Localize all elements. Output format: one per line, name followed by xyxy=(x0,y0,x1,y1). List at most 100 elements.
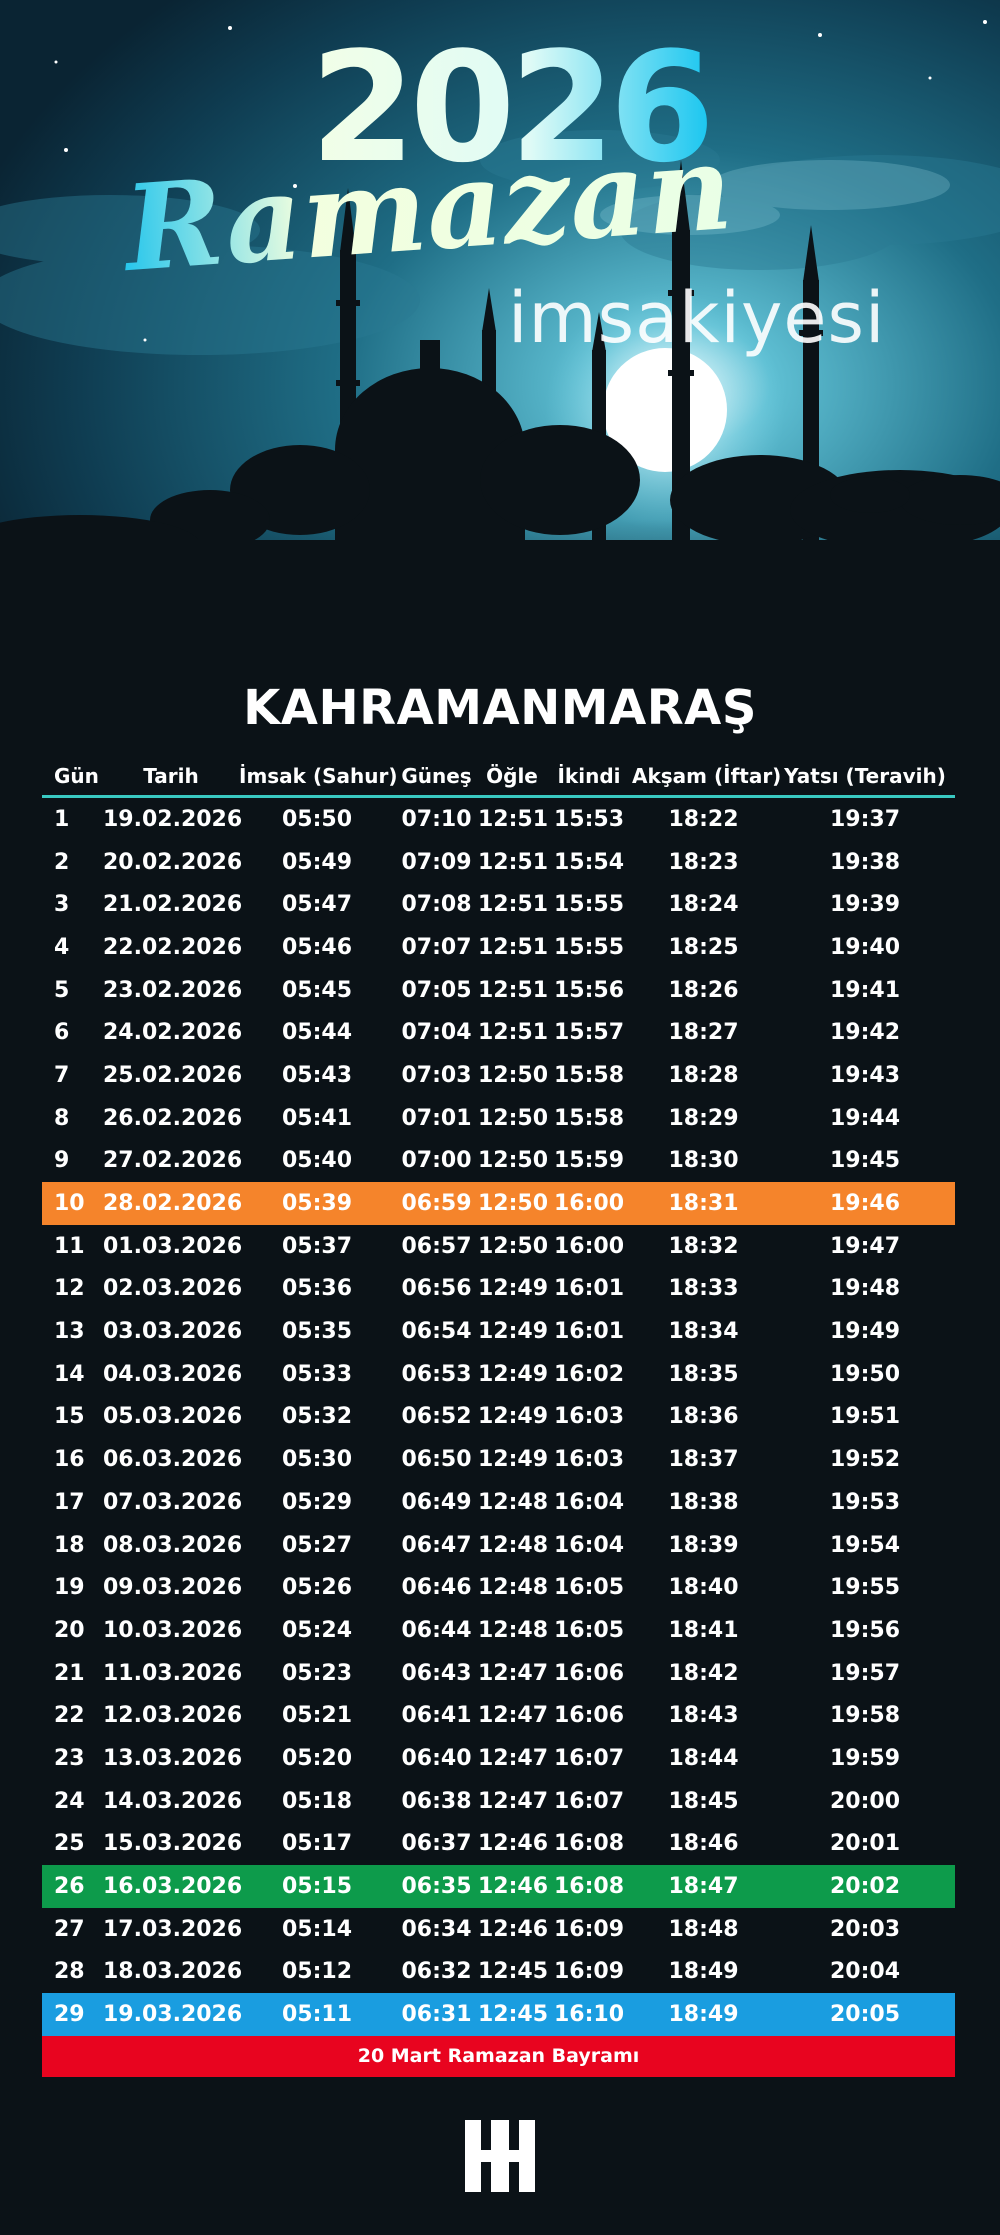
cell-tarih: 04.03.2026 xyxy=(103,1361,243,1387)
cell-imsak: 05:32 xyxy=(281,1404,353,1430)
cell-imsak: 05:46 xyxy=(281,934,353,960)
cell-gunes: 06:59 xyxy=(395,1182,478,1225)
cell-ogle: 12:48 xyxy=(478,1489,549,1515)
cell-gunes: 06:34 xyxy=(401,1916,472,1942)
table-row: 7 25.02.2026 05:43 07:03 12:50 15:58 18:28 19:4… xyxy=(42,1054,955,1097)
cell-imsak: 05:15 xyxy=(239,1865,395,1908)
table-row: 12 02.03.2026 05:36 06:56 12:49 16:01 18:33 19:… xyxy=(42,1268,955,1311)
cell-yatsi: 20:01 xyxy=(829,1831,901,1857)
column-header-aksam: Akşam (İftar) xyxy=(632,757,781,798)
cell-ikindi: 16:00 xyxy=(553,1233,625,1259)
cell-gunes: 07:07 xyxy=(401,934,472,960)
cell-yatsi: 19:38 xyxy=(829,849,901,875)
table-row: 24 14.03.2026 05:18 06:38 12:47 16:07 18:45 20:… xyxy=(42,1780,955,1823)
cell-gun: 21 xyxy=(54,1660,85,1686)
cell-gunes: 07:10 xyxy=(401,806,472,832)
cell-gunes: 07:00 xyxy=(401,1148,472,1174)
cell-ogle: 12:51 xyxy=(478,849,549,875)
cell-imsak: 05:33 xyxy=(281,1361,353,1387)
cell-tarih: 11.03.2026 xyxy=(103,1660,243,1686)
cell-ogle: 12:47 xyxy=(478,1660,549,1686)
cell-imsak: 05:18 xyxy=(281,1788,353,1814)
cell-gunes: 06:44 xyxy=(401,1617,472,1643)
cell-yatsi: 19:37 xyxy=(829,806,901,832)
cell-gunes: 07:09 xyxy=(401,849,472,875)
cell-tarih: 19.03.2026 xyxy=(103,1993,242,2036)
cell-ikindi: 15:56 xyxy=(553,977,625,1003)
cell-gun: 18 xyxy=(54,1532,85,1558)
cell-tarih: 21.02.2026 xyxy=(103,892,243,918)
cell-aksam: 18:40 xyxy=(668,1575,739,1601)
cell-gun: 20 xyxy=(54,1617,85,1643)
cell-gun: 25 xyxy=(54,1831,85,1857)
cell-tarih: 20.02.2026 xyxy=(103,849,243,875)
cell-yatsi: 19:53 xyxy=(829,1489,901,1515)
cell-aksam: 18:38 xyxy=(668,1489,739,1515)
cell-gunes: 06:57 xyxy=(401,1233,472,1259)
table-row: 4 22.02.2026 05:46 07:07 12:51 15:55 18:25 19:4… xyxy=(42,926,955,969)
cell-aksam: 18:31 xyxy=(632,1182,775,1225)
cell-aksam: 18:39 xyxy=(668,1532,739,1558)
cell-gunes: 06:49 xyxy=(401,1489,472,1515)
cell-gunes: 07:04 xyxy=(401,1020,472,1046)
cell-ikindi: 16:04 xyxy=(553,1489,625,1515)
cell-tarih: 01.03.2026 xyxy=(103,1233,243,1259)
cell-tarih: 05.03.2026 xyxy=(103,1404,243,1430)
table-row: 18 08.03.2026 05:27 06:47 12:48 16:04 18:39 19:… xyxy=(42,1524,955,1567)
cell-gunes: 06:53 xyxy=(401,1361,472,1387)
cell-tarih: 26.02.2026 xyxy=(103,1105,243,1131)
cell-gunes: 07:01 xyxy=(401,1105,472,1131)
cell-yatsi: 19:58 xyxy=(829,1703,901,1729)
table-row: 14 04.03.2026 05:33 06:53 12:49 16:02 18:35 19:… xyxy=(42,1353,955,1396)
cell-yatsi: 19:48 xyxy=(829,1276,901,1302)
cell-aksam: 18:34 xyxy=(668,1319,739,1345)
cell-imsak: 05:20 xyxy=(281,1745,353,1771)
cell-ikindi: 16:05 xyxy=(553,1575,625,1601)
cell-yatsi: 20:00 xyxy=(829,1788,901,1814)
cell-gun: 15 xyxy=(54,1404,85,1430)
cell-imsak: 05:27 xyxy=(281,1532,353,1558)
cell-gunes: 07:03 xyxy=(401,1062,472,1088)
imsakiyesi-subtitle: imsakiyesi xyxy=(508,277,885,359)
column-header-yatsi: Yatsı (Teravih) xyxy=(775,757,955,798)
cell-tarih: 18.03.2026 xyxy=(103,1959,243,1985)
cell-ikindi: 15:58 xyxy=(553,1105,625,1131)
cell-gunes: 06:50 xyxy=(401,1447,472,1473)
cell-tarih: 28.02.2026 xyxy=(103,1182,242,1225)
cell-ogle: 12:46 xyxy=(478,1831,549,1857)
cell-ogle: 12:47 xyxy=(478,1703,549,1729)
table-row: 23 13.03.2026 05:20 06:40 12:47 16:07 18:44 19:… xyxy=(42,1737,955,1780)
cell-gun: 10 xyxy=(42,1182,103,1225)
cell-tarih: 10.03.2026 xyxy=(103,1617,243,1643)
cell-tarih: 17.03.2026 xyxy=(103,1916,243,1942)
cell-yatsi: 19:49 xyxy=(829,1319,901,1345)
cell-tarih: 19.02.2026 xyxy=(103,806,243,832)
cell-imsak: 05:23 xyxy=(281,1660,353,1686)
cell-imsak: 05:35 xyxy=(281,1319,353,1345)
cell-gunes: 06:43 xyxy=(401,1660,472,1686)
cell-aksam: 18:29 xyxy=(668,1105,739,1131)
cell-aksam: 18:47 xyxy=(632,1865,775,1908)
cell-ogle: 12:49 xyxy=(478,1276,549,1302)
cell-ikindi: 16:10 xyxy=(546,1993,632,2036)
table-row: 21 11.03.2026 05:23 06:43 12:47 16:06 18:42 19:… xyxy=(42,1652,955,1695)
cell-aksam: 18:23 xyxy=(668,849,739,875)
cell-ogle: 12:51 xyxy=(478,892,549,918)
cell-yatsi: 20:05 xyxy=(775,1993,955,2036)
cell-aksam: 18:42 xyxy=(668,1660,739,1686)
table-row: 5 23.02.2026 05:45 07:05 12:51 15:56 18:26 19:4… xyxy=(42,969,955,1012)
cell-aksam: 18:30 xyxy=(668,1148,739,1174)
timetable: Gün Tarih İmsak (Sahur) Güneş Öğle İkind… xyxy=(42,757,955,2036)
cell-aksam: 18:43 xyxy=(668,1703,739,1729)
cell-gunes: 06:41 xyxy=(401,1703,472,1729)
cell-ogle: 12:47 xyxy=(478,1745,549,1771)
cell-tarih: 03.03.2026 xyxy=(103,1319,243,1345)
cell-yatsi: 20:03 xyxy=(829,1916,901,1942)
cell-ikindi: 16:06 xyxy=(553,1660,625,1686)
table-row: 2 20.02.2026 05:49 07:09 12:51 15:54 18:23 19:3… xyxy=(42,841,955,884)
cell-ogle: 12:51 xyxy=(478,1020,549,1046)
cell-tarih: 02.03.2026 xyxy=(103,1276,243,1302)
cell-yatsi: 19:55 xyxy=(829,1575,901,1601)
cell-ogle: 12:49 xyxy=(478,1361,549,1387)
